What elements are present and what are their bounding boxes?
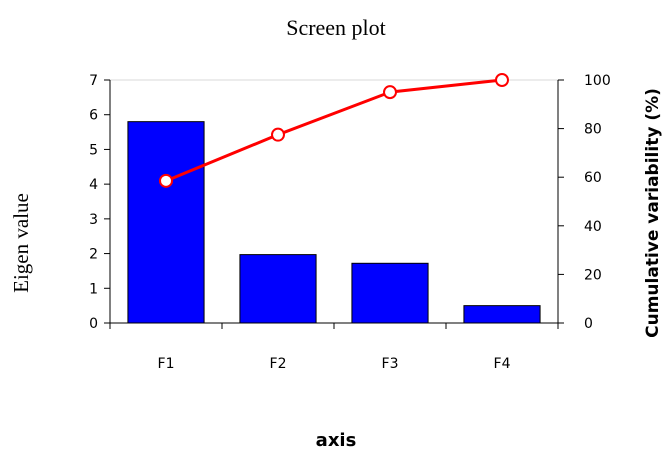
right-y-axis: 0 20 40 60 80 100	[557, 73, 611, 332]
chart-title: Screen plot	[286, 15, 386, 40]
right-axis-label: Cumulative variability (%)	[643, 88, 663, 338]
left-tick-label: 7	[89, 73, 98, 89]
bar-F3	[351, 262, 429, 324]
bar-F2	[239, 254, 317, 324]
bar-F1	[127, 121, 205, 324]
x-tick-label: F4	[494, 356, 511, 372]
left-tick-label: 4	[89, 177, 98, 193]
left-tick-label: 1	[89, 281, 98, 297]
left-y-axis: 0 1 2 3 4 5 6 7	[89, 73, 111, 332]
right-tick-label: 80	[584, 122, 602, 138]
x-tick-label: F3	[382, 356, 399, 372]
right-tick-label: 40	[584, 219, 602, 235]
line-point-F1	[159, 173, 173, 188]
cumulative-line-series	[159, 73, 509, 188]
cumulative-line	[165, 78, 503, 183]
bar-series	[127, 121, 541, 324]
x-axis: F1 F2 F3 F4	[109, 322, 559, 372]
left-axis-label: Eigen value	[9, 193, 33, 293]
line-point-F3	[383, 85, 397, 100]
left-tick-label: 3	[89, 212, 98, 228]
left-tick-label: 6	[89, 108, 98, 124]
left-tick-label: 5	[89, 142, 98, 158]
x-axis-label: axis	[316, 430, 357, 451]
x-tick-label: F1	[158, 356, 175, 372]
left-tick-label: 0	[89, 316, 98, 332]
right-tick-label: 20	[584, 267, 602, 283]
line-point-F2	[271, 127, 285, 142]
left-tick-label: 2	[89, 247, 98, 263]
right-tick-label: 100	[584, 73, 611, 89]
line-point-F4	[495, 73, 509, 87]
right-tick-label: 60	[584, 170, 602, 186]
bar-F4	[463, 305, 541, 324]
x-tick-label: F2	[270, 356, 287, 372]
right-tick-label: 0	[584, 316, 593, 332]
